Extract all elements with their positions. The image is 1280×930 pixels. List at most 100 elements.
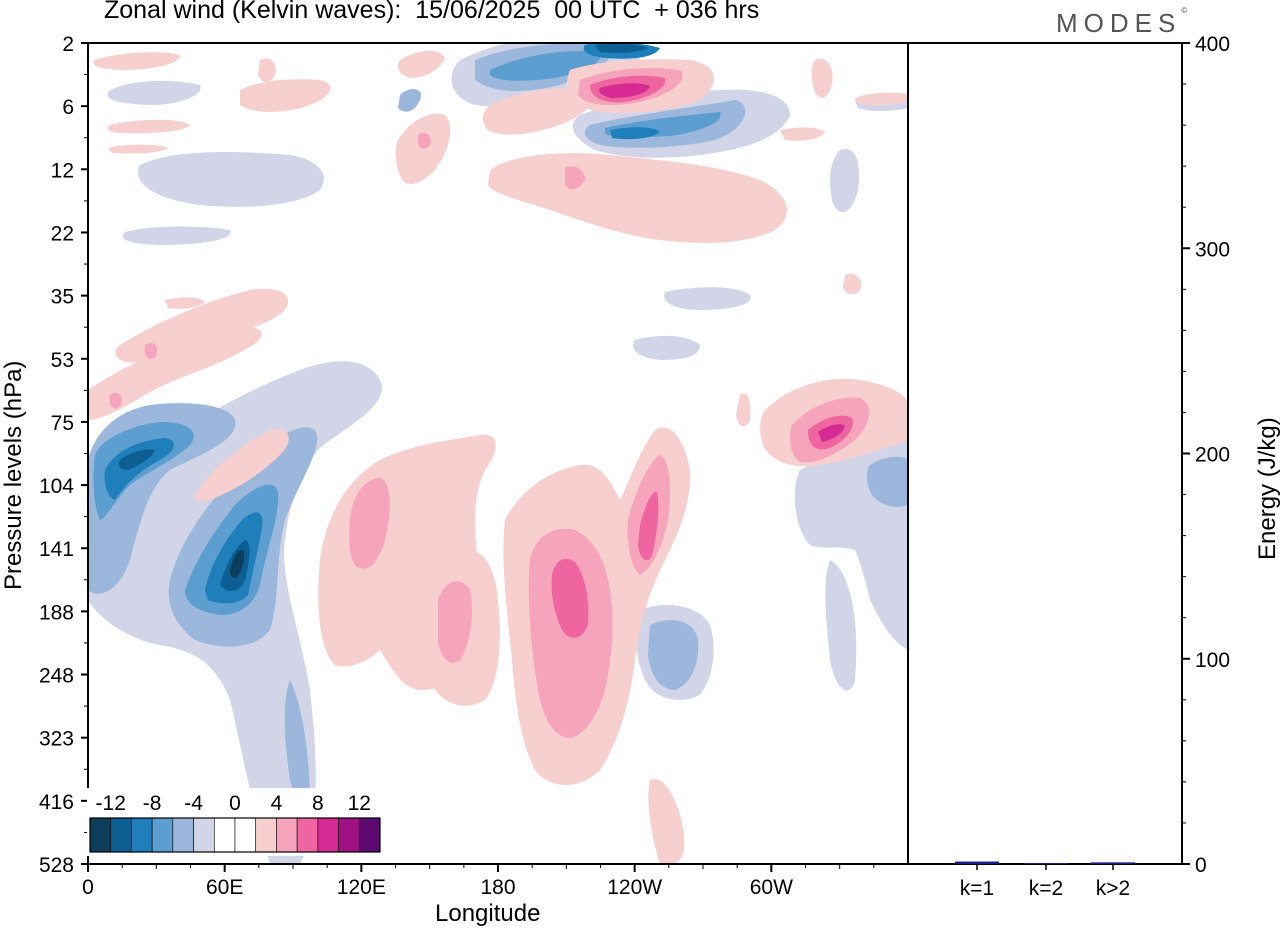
colorbar-swatch: [172, 817, 194, 853]
contour-pos-mid: [565, 166, 585, 190]
contour-pos-mid: [417, 133, 431, 149]
contour-neg-weak: [632, 335, 700, 360]
colorbar-frame: [89, 817, 381, 853]
brand-logo: MODES©: [1056, 6, 1188, 39]
contour-neg-weak: [664, 287, 751, 310]
colorbar-swatch: [131, 817, 153, 853]
x-axis-label: Longitude: [435, 900, 541, 927]
colorbar: -12 -8 -4 0 4 8 12: [87, 788, 383, 856]
contour-neg-xstrong: [229, 549, 245, 578]
y-tick-label: 141: [39, 538, 74, 561]
contour-pos-strong: [638, 491, 659, 561]
contour-pos-strong: [551, 558, 589, 638]
contour-pos-weak: [395, 113, 451, 185]
y-tick-label: 416: [39, 791, 74, 814]
contour-neg-mid: [284, 680, 310, 803]
colorbar-swatch: [193, 817, 215, 853]
contour-pos-weak: [88, 325, 262, 420]
contour-neg-weak: [825, 560, 857, 691]
contour-neg-vstrong: [610, 127, 660, 140]
x-axis: 0 60E 120E 180 120W 60W: [82, 864, 875, 899]
colorbar-swatch: [358, 817, 381, 853]
contour-neg-mid: [866, 456, 908, 507]
colorbar-swatch: [276, 817, 298, 853]
contour-pos-weak: [165, 297, 205, 309]
contour-neg-weak: [107, 80, 201, 105]
copyright-mark: ©: [1181, 6, 1188, 15]
contour-neg-xstrong: [595, 44, 648, 53]
colorbar-label: -4: [184, 792, 203, 815]
energy-tick-label: 100: [1195, 649, 1230, 672]
contour-pos-weak: [855, 92, 908, 106]
y-tick-label: 53: [51, 349, 74, 372]
colorbar-swatch: [151, 817, 174, 853]
contour-pos-weak: [115, 288, 289, 363]
energy-bar: [1024, 863, 1068, 864]
x-tick-label: 60E: [206, 876, 243, 899]
colorbar-swatch: [296, 817, 319, 853]
contour-pos-weak: [780, 127, 825, 141]
contour-neg-vstrong: [104, 438, 175, 500]
contour-neg-mid: [648, 620, 699, 690]
contour-pos-weak: [240, 79, 331, 112]
contour-pos-weak: [108, 144, 168, 154]
x-tick-label: 120W: [607, 876, 662, 899]
contour-pos-weak: [648, 779, 685, 864]
contour-pos-vstrong: [818, 424, 845, 442]
y-tick-label: 6: [62, 96, 74, 119]
colorbar-swatch: [234, 817, 257, 853]
contour-neg-weak: [123, 226, 231, 245]
contour-pos-weak: [488, 153, 787, 243]
colorbar-label: -8: [143, 792, 162, 815]
energy-plot-frame: [907, 42, 1183, 865]
colorbar-swatch: [89, 817, 112, 853]
contour-field: [88, 43, 908, 864]
energy-tick-label: 400: [1195, 33, 1230, 56]
x-tick-label: 60W: [750, 876, 793, 899]
y-axis-label: Pressure levels (hPa): [0, 360, 27, 590]
y-tick-label: 528: [39, 854, 74, 877]
contour-pos-vstrong: [599, 83, 650, 98]
energy-axis-label: Energy (J/kg): [1254, 417, 1280, 560]
contour-neg-weak: [830, 149, 860, 213]
chart-title: Zonal wind (Kelvin waves): 15/06/2025 00…: [104, 0, 760, 24]
brand-text: MODES: [1056, 8, 1182, 38]
energy-tick-label: 0: [1195, 854, 1207, 877]
contour-pos-weak: [258, 58, 276, 83]
y-tick-label: 323: [39, 728, 74, 751]
y-axis: 2 6 12 22 35 53 75 104 141 188 248 323 416 528: [39, 33, 88, 877]
energy-tick-label: 300: [1195, 238, 1230, 261]
energy-bars: k=1 k=2 k>2: [955, 861, 1135, 900]
contour-pos-weak: [843, 273, 862, 295]
energy-category-label: k=2: [1029, 877, 1063, 900]
contour-pos-weak: [482, 88, 594, 135]
y-tick-label: 248: [39, 665, 74, 688]
contour-pos-weak: [194, 429, 289, 502]
energy-bar: [955, 861, 999, 864]
x-tick-label: 120E: [337, 876, 386, 899]
contour-neg-mid: [398, 88, 421, 112]
y-tick-label: 75: [51, 412, 74, 435]
contour-pos-mid: [438, 581, 472, 663]
energy-tick-label: 200: [1195, 444, 1230, 467]
energy-axis: 0 100 200 300 400: [1182, 33, 1230, 877]
colorbar-swatch: [338, 817, 360, 853]
contour-neg-weak: [138, 152, 324, 207]
energy-bar: [1091, 862, 1135, 864]
colorbar-label: 0: [229, 792, 241, 815]
x-tick-label: 180: [480, 876, 515, 899]
contour-neg-xstrong: [118, 449, 155, 470]
contour-pos-mid: [144, 343, 158, 359]
y-tick-label: 104: [39, 475, 74, 498]
colorbar-swatch: [255, 817, 277, 853]
energy-category-label: k>2: [1096, 877, 1130, 900]
contour-pos-weak: [107, 119, 190, 134]
y-tick-label: 12: [51, 159, 74, 182]
contour-pos-weak: [93, 52, 180, 70]
contour-pos-weak: [811, 58, 833, 98]
colorbar-swatch: [317, 817, 339, 853]
contour-pos-mid: [109, 393, 122, 409]
contour-pos-weak: [398, 50, 445, 78]
colorbar-swatch: [110, 817, 132, 853]
